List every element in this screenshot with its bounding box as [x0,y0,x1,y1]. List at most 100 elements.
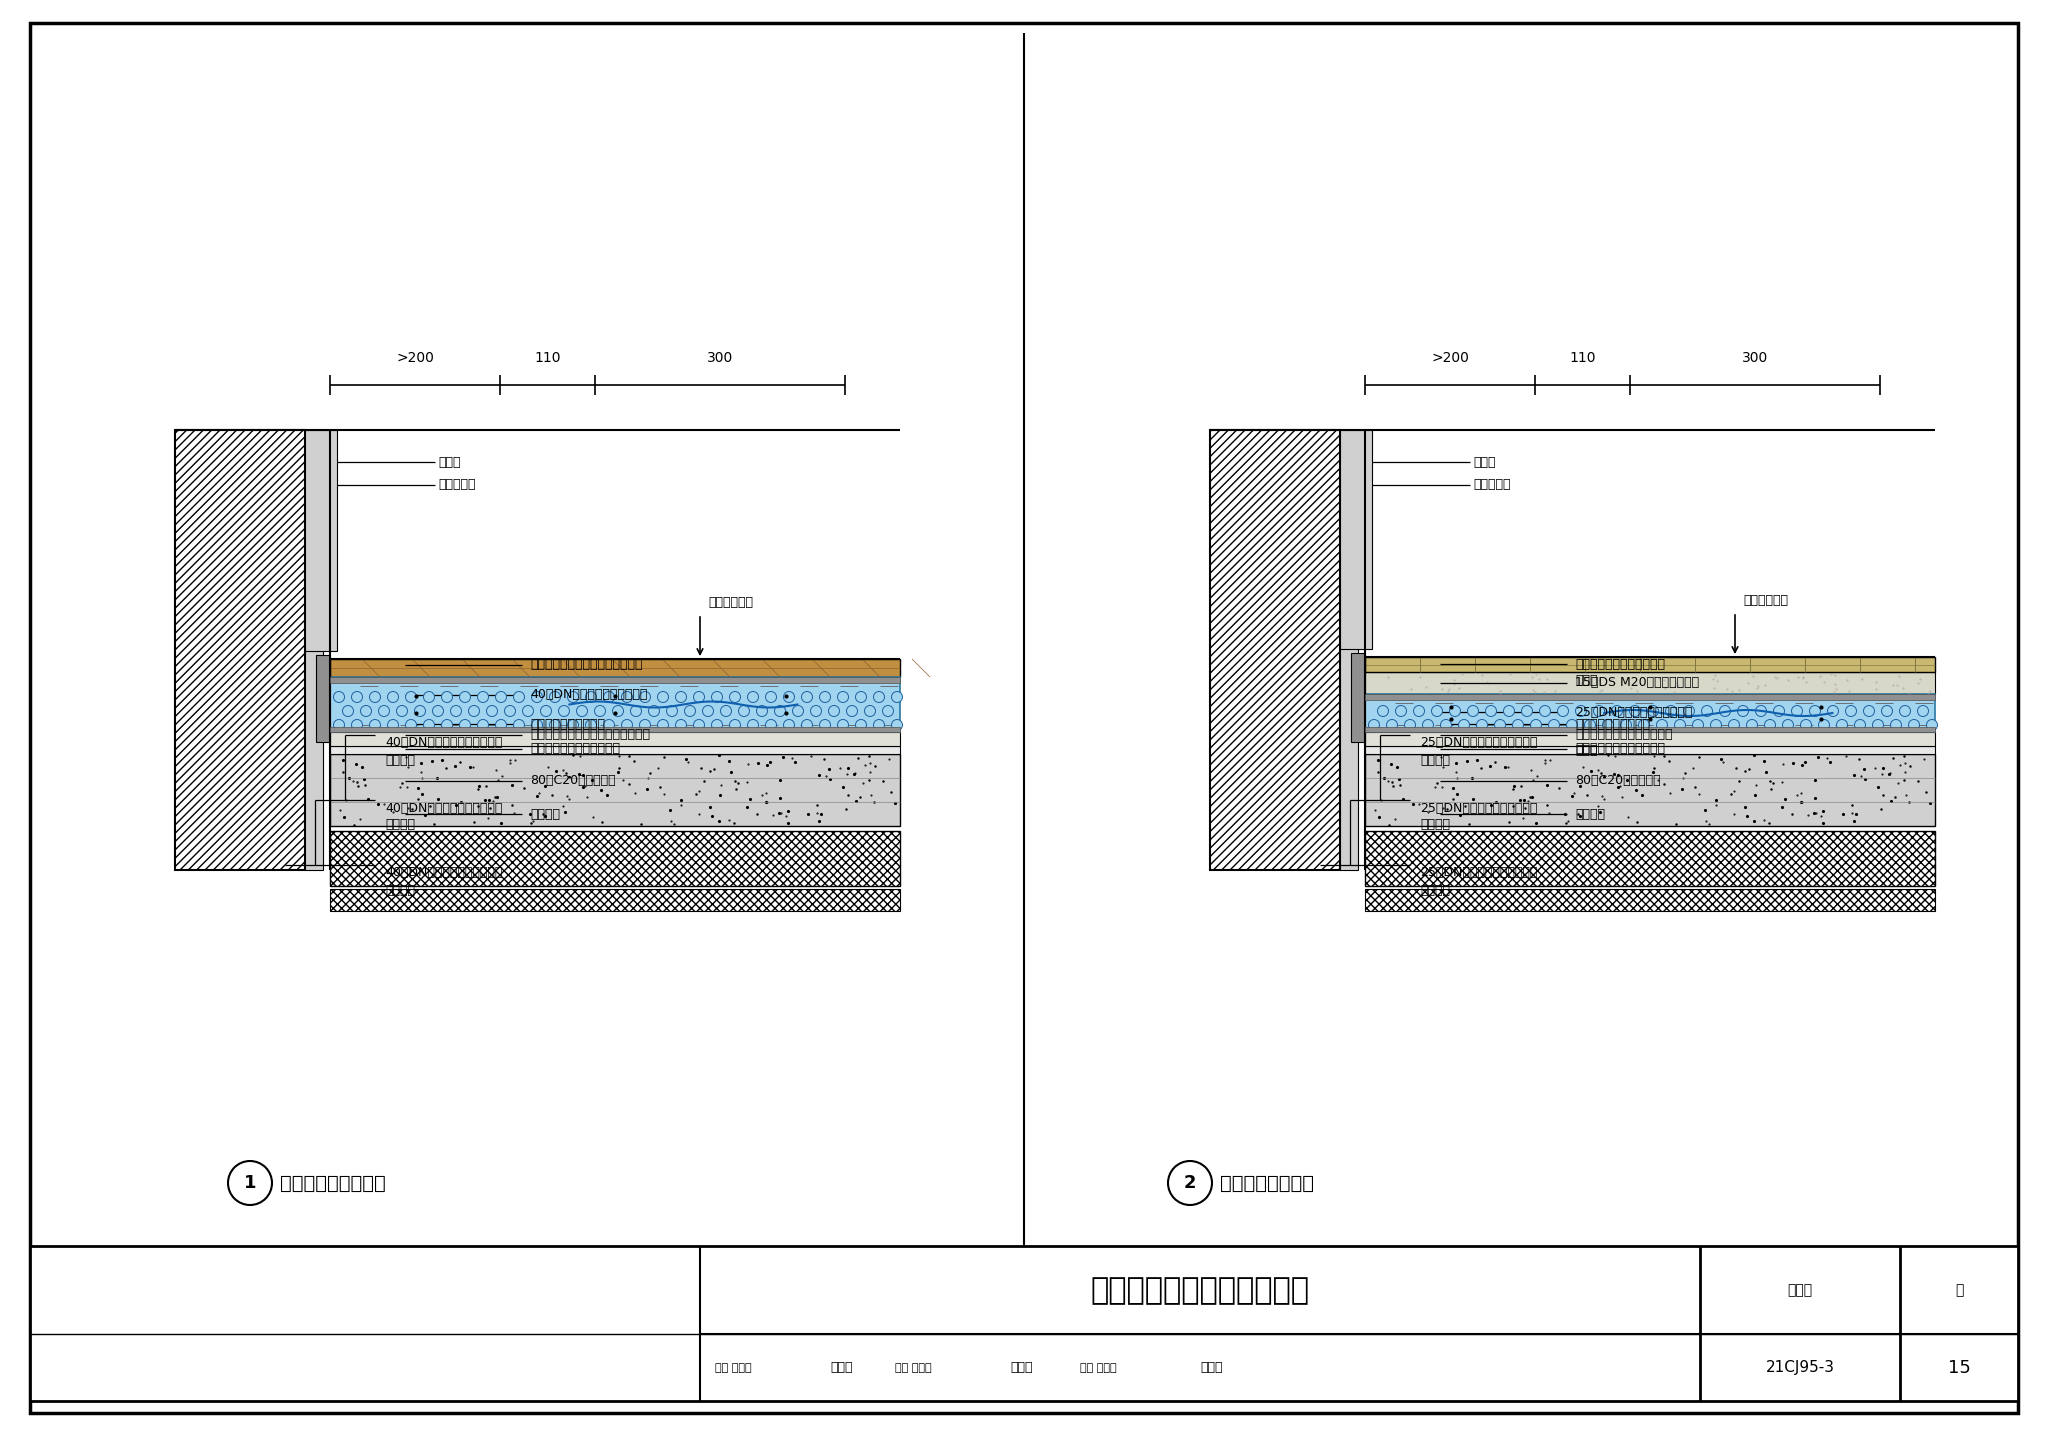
Circle shape [1440,720,1452,730]
Circle shape [1386,720,1397,730]
Bar [330,677,899,732]
Circle shape [1602,720,1614,730]
Circle shape [442,720,453,730]
Circle shape [784,720,795,730]
Circle shape [604,720,614,730]
Text: 300: 300 [707,351,733,365]
Circle shape [819,691,831,703]
Circle shape [801,691,813,703]
Circle shape [567,720,578,730]
Circle shape [891,720,903,730]
Circle shape [657,720,668,730]
Circle shape [811,706,821,717]
Bar [330,677,899,683]
Text: 1: 1 [244,1175,256,1192]
Circle shape [721,706,731,717]
Text: 踢脚线: 踢脚线 [438,456,461,469]
Circle shape [864,706,874,717]
Bar [1366,694,1935,700]
Bar [1366,672,1935,694]
Circle shape [1620,720,1632,730]
Circle shape [1630,706,1640,717]
Text: 图集号: 图集号 [1788,1283,1812,1297]
Text: 填充层随搞随抒（见具体工程设计）: 填充层随搞随抒（见具体工程设计） [530,729,649,742]
Bar [1366,727,1935,732]
Circle shape [559,706,569,717]
Circle shape [1575,706,1587,717]
Text: 木地板、地砖地面构造做法: 木地板、地砖地面构造做法 [1090,1276,1309,1304]
Text: 防潮层（见具体工程设计）: 防潮层（见具体工程设计） [530,743,621,756]
Circle shape [1503,706,1516,717]
Text: 素土夸实: 素土夸实 [1575,808,1606,821]
Circle shape [1638,720,1649,730]
Circle shape [684,706,696,717]
Circle shape [1837,720,1847,730]
Circle shape [1477,720,1487,730]
Circle shape [514,691,524,703]
Circle shape [819,720,831,730]
Text: 唐海燕: 唐海燕 [1010,1361,1032,1374]
Text: 密封胶密封: 密封胶密封 [1473,479,1511,492]
Circle shape [522,706,532,717]
Circle shape [334,720,344,730]
Circle shape [838,691,848,703]
Circle shape [1882,706,1892,717]
Text: 15厘DS M20水泥沙浆找平层: 15厘DS M20水泥沙浆找平层 [1575,677,1700,690]
Text: 木地板及底垫（见具体工程设计）: 木地板及底垫（见具体工程设计） [530,658,643,671]
Text: 端部模块: 端部模块 [1419,883,1450,896]
Text: 密封胶密封: 密封胶密封 [438,479,475,492]
Circle shape [874,691,885,703]
Circle shape [1513,720,1524,730]
Circle shape [1647,706,1659,717]
Circle shape [1927,720,1937,730]
Circle shape [1827,706,1839,717]
Circle shape [639,720,651,730]
Circle shape [856,720,866,730]
Circle shape [1167,1162,1212,1205]
Circle shape [1548,720,1559,730]
Circle shape [702,706,713,717]
Bar [305,430,338,651]
Circle shape [586,720,596,730]
Circle shape [360,706,371,717]
Circle shape [594,706,606,717]
Circle shape [621,720,633,730]
Circle shape [739,706,750,717]
Circle shape [586,691,596,703]
Circle shape [1774,706,1784,717]
Bar [1339,430,1358,870]
Text: 40厘DN装配式保温隔声地暖板: 40厘DN装配式保温隔声地暖板 [530,688,647,701]
Text: 设计）: 设计） [1575,674,1597,687]
Circle shape [387,720,399,730]
Circle shape [1665,706,1677,717]
Text: 21CJ95-3: 21CJ95-3 [1765,1361,1835,1375]
Bar [1366,657,1935,672]
Circle shape [575,706,588,717]
Circle shape [1567,720,1577,730]
Circle shape [649,706,659,717]
Circle shape [1522,706,1532,717]
Text: 110: 110 [1569,351,1595,365]
Text: 踢脚线: 踢脚线 [1473,456,1495,469]
Circle shape [424,691,434,703]
Text: （内嵌碳纤维发热线）: （内嵌碳纤维发热线） [530,717,604,730]
Circle shape [504,706,516,717]
Text: 25厘DN装配式保温隔声地暖板: 25厘DN装配式保温隔声地暖板 [1419,736,1538,749]
Text: 地砖地面构造做法: 地砖地面构造做法 [1221,1173,1315,1192]
Circle shape [1737,706,1749,717]
Circle shape [657,691,668,703]
Circle shape [1432,706,1442,717]
Circle shape [1810,706,1821,717]
Circle shape [442,691,453,703]
Text: 40厘DN装配式保温隔声地暖板: 40厘DN装配式保温隔声地暖板 [385,801,502,814]
Circle shape [406,720,416,730]
Circle shape [406,691,416,703]
Circle shape [639,691,651,703]
Circle shape [532,720,543,730]
Bar [330,746,899,755]
Circle shape [387,691,399,703]
Text: 审图 唐海军: 审图 唐海军 [715,1362,752,1372]
Circle shape [748,720,758,730]
Circle shape [1675,720,1686,730]
Circle shape [1368,720,1380,730]
